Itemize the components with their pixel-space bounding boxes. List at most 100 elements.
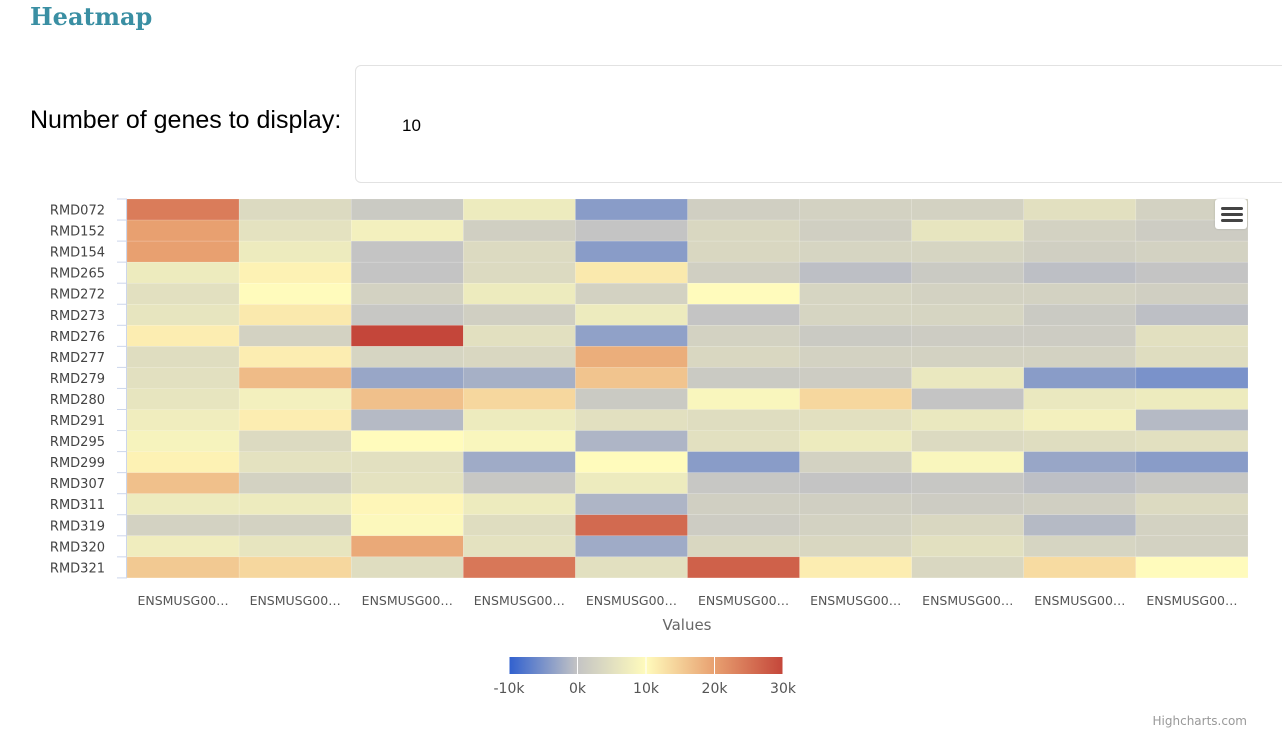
heatmap-cell[interactable] <box>238 261 352 284</box>
heatmap-cell[interactable] <box>799 282 912 305</box>
heatmap-cell[interactable] <box>575 535 688 558</box>
heatmap-cell[interactable] <box>350 240 464 263</box>
heatmap-cell[interactable] <box>575 219 688 242</box>
heatmap-cell[interactable] <box>1135 240 1249 263</box>
heatmap-cell[interactable] <box>1023 240 1137 263</box>
heatmap-cell[interactable] <box>1023 430 1137 452</box>
heatmap-cell[interactable] <box>687 219 800 242</box>
heatmap-cell[interactable] <box>687 367 800 389</box>
chart-menu-button[interactable] <box>1215 199 1247 229</box>
heatmap-cell[interactable] <box>463 409 576 431</box>
heatmap-cell[interactable] <box>799 304 912 326</box>
heatmap-cell[interactable] <box>126 304 240 326</box>
heatmap-cell[interactable] <box>575 261 688 284</box>
heatmap-cell[interactable] <box>463 514 576 537</box>
heatmap-cell[interactable] <box>911 261 1025 284</box>
heatmap-cell[interactable] <box>575 451 688 473</box>
heatmap-cell[interactable] <box>687 198 800 221</box>
heatmap-cell[interactable] <box>238 493 352 516</box>
heatmap-cell[interactable] <box>687 472 800 494</box>
heatmap-cell[interactable] <box>575 346 688 368</box>
heatmap-cell[interactable] <box>575 240 688 263</box>
heatmap-cell[interactable] <box>350 325 464 347</box>
heatmap-cell[interactable] <box>238 451 352 473</box>
heatmap-cell[interactable] <box>1135 367 1249 389</box>
heatmap-cell[interactable] <box>238 325 352 347</box>
heatmap-cell[interactable] <box>350 451 464 473</box>
heatmap-cell[interactable] <box>126 198 240 221</box>
heatmap-cell[interactable] <box>1135 325 1249 347</box>
heatmap-cell[interactable] <box>238 535 352 558</box>
heatmap-cell[interactable] <box>1135 409 1249 431</box>
heatmap-cell[interactable] <box>687 409 800 431</box>
heatmap-cell[interactable] <box>350 346 464 368</box>
heatmap-cell[interactable] <box>1023 472 1137 494</box>
heatmap-cell[interactable] <box>463 472 576 494</box>
heatmap-cell[interactable] <box>350 535 464 558</box>
genes-count-input[interactable]: 10 <box>355 65 1282 183</box>
heatmap-cell[interactable] <box>350 472 464 494</box>
heatmap-cell[interactable] <box>1135 472 1249 494</box>
heatmap-cell[interactable] <box>1023 346 1137 368</box>
heatmap-cell[interactable] <box>911 556 1025 579</box>
heatmap-cell[interactable] <box>911 514 1025 537</box>
heatmap-cell[interactable] <box>575 325 688 347</box>
heatmap-cell[interactable] <box>687 325 800 347</box>
heatmap-cell[interactable] <box>799 535 912 558</box>
heatmap-cell[interactable] <box>799 346 912 368</box>
heatmap-cell[interactable] <box>575 388 688 410</box>
heatmap-cell[interactable] <box>463 367 576 389</box>
heatmap-cell[interactable] <box>687 514 800 537</box>
heatmap-cell[interactable] <box>911 388 1025 410</box>
heatmap-cell[interactable] <box>463 430 576 452</box>
heatmap-cell[interactable] <box>911 198 1025 221</box>
heatmap-cell[interactable] <box>687 346 800 368</box>
heatmap-cell[interactable] <box>799 430 912 452</box>
heatmap-cell[interactable] <box>799 261 912 284</box>
heatmap-cell[interactable] <box>238 282 352 305</box>
heatmap-cell[interactable] <box>238 240 352 263</box>
heatmap-cell[interactable] <box>687 240 800 263</box>
heatmap-cell[interactable] <box>126 240 240 263</box>
heatmap-cell[interactable] <box>575 430 688 452</box>
heatmap-cell[interactable] <box>350 409 464 431</box>
heatmap-cell[interactable] <box>1023 556 1137 579</box>
heatmap-cell[interactable] <box>799 514 912 537</box>
heatmap-cell[interactable] <box>911 472 1025 494</box>
heatmap-cell[interactable] <box>350 198 464 221</box>
heatmap-cell[interactable] <box>238 367 352 389</box>
heatmap-cell[interactable] <box>799 388 912 410</box>
heatmap-cell[interactable] <box>350 556 464 579</box>
heatmap-cell[interactable] <box>799 325 912 347</box>
heatmap-cell[interactable] <box>1135 451 1249 473</box>
heatmap-cell[interactable] <box>911 367 1025 389</box>
heatmap-cell[interactable] <box>126 493 240 516</box>
heatmap-cell[interactable] <box>1135 304 1249 326</box>
heatmap-cell[interactable] <box>350 304 464 326</box>
heatmap-cell[interactable] <box>575 493 688 516</box>
heatmap-cell[interactable] <box>463 451 576 473</box>
heatmap-cell[interactable] <box>1023 282 1137 305</box>
heatmap-cell[interactable] <box>126 472 240 494</box>
heatmap-cell[interactable] <box>238 472 352 494</box>
heatmap-cell[interactable] <box>350 261 464 284</box>
heatmap-cell[interactable] <box>126 367 240 389</box>
heatmap-cell[interactable] <box>799 472 912 494</box>
heatmap-cell[interactable] <box>1023 409 1137 431</box>
heatmap-cell[interactable] <box>463 325 576 347</box>
heatmap-cell[interactable] <box>911 493 1025 516</box>
heatmap-cell[interactable] <box>126 261 240 284</box>
heatmap-cell[interactable] <box>126 219 240 242</box>
heatmap-cell[interactable] <box>1135 261 1249 284</box>
heatmap-cell[interactable] <box>350 430 464 452</box>
heatmap-cell[interactable] <box>463 219 576 242</box>
heatmap-cell[interactable] <box>911 409 1025 431</box>
heatmap-cell[interactable] <box>463 282 576 305</box>
heatmap-cell[interactable] <box>1023 451 1137 473</box>
heatmap-cell[interactable] <box>1023 535 1137 558</box>
heatmap-cell[interactable] <box>687 282 800 305</box>
heatmap-cell[interactable] <box>1023 493 1137 516</box>
heatmap-cell[interactable] <box>911 430 1025 452</box>
heatmap-cell[interactable] <box>911 346 1025 368</box>
heatmap-cell[interactable] <box>911 219 1025 242</box>
